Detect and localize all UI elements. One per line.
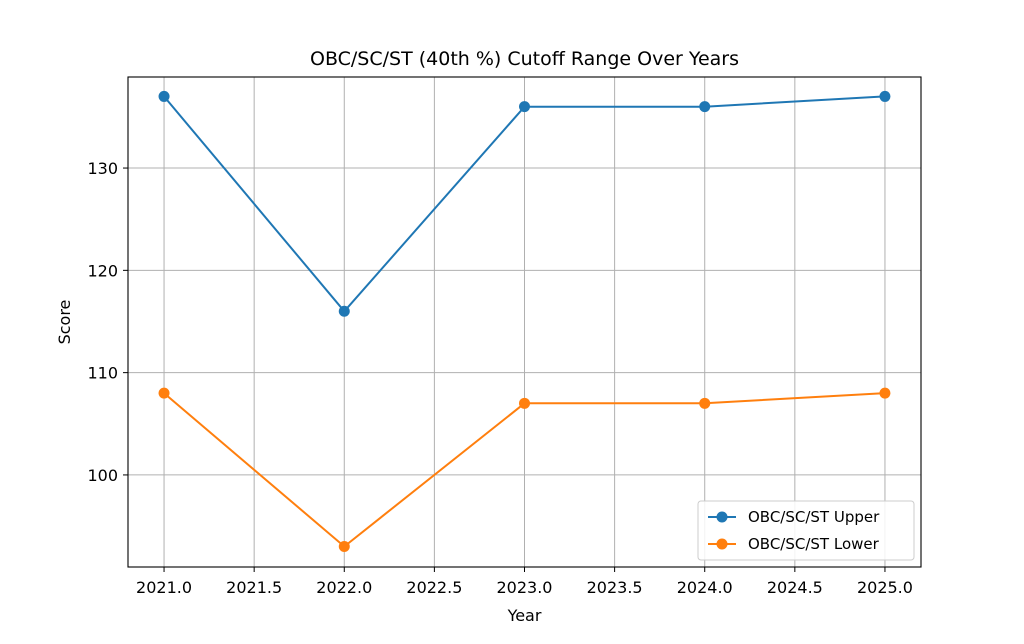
data-point-marker: [879, 387, 891, 399]
series-layer: [158, 90, 891, 553]
x-tick-label: 2025.0: [857, 578, 913, 597]
x-tick-label: 2024.5: [767, 578, 823, 597]
x-tick-label: 2022.0: [316, 578, 372, 597]
data-point-marker: [699, 101, 711, 113]
x-tick-label: 2023.0: [497, 578, 553, 597]
legend-box: [697, 500, 915, 561]
x-tick-label: 2021.5: [226, 578, 282, 597]
y-tick-label: 120: [87, 261, 118, 280]
x-tick-label: 2024.0: [677, 578, 733, 597]
grid: [128, 77, 921, 567]
chart-title: OBC/SC/ST (40th %) Cutoff Range Over Yea…: [310, 48, 739, 70]
legend-label: OBC/SC/ST Lower: [748, 535, 880, 553]
data-point-marker: [699, 397, 711, 409]
y-axis-label: Score: [55, 300, 74, 345]
x-tick-label: 2021.0: [136, 578, 192, 597]
x-tick-label: 2022.5: [406, 578, 462, 597]
data-point-marker: [519, 397, 530, 409]
y-tick-label: 100: [87, 466, 118, 485]
legend-label: OBC/SC/ST Upper: [748, 508, 880, 526]
legend: OBC/SC/ST Upper OBC/SC/ST Lower: [697, 500, 915, 561]
y-tick-label: 110: [87, 364, 118, 383]
ticks: 2021.0 2021.5 2022.0 2022.5 2023.0 2023.5 2024…: [87, 159, 912, 597]
data-point-marker: [879, 90, 891, 102]
data-point-marker: [338, 541, 350, 553]
data-point-marker: [158, 387, 170, 399]
legend-swatch-marker: [716, 538, 728, 550]
data-point-marker: [519, 101, 530, 113]
x-axis-label: Year: [507, 606, 542, 625]
x-tick-label: 2023.5: [587, 578, 643, 597]
legend-swatch-marker: [716, 511, 728, 523]
y-tick-label: 130: [87, 159, 118, 178]
data-point-marker: [158, 90, 170, 102]
data-point-marker: [338, 305, 350, 317]
